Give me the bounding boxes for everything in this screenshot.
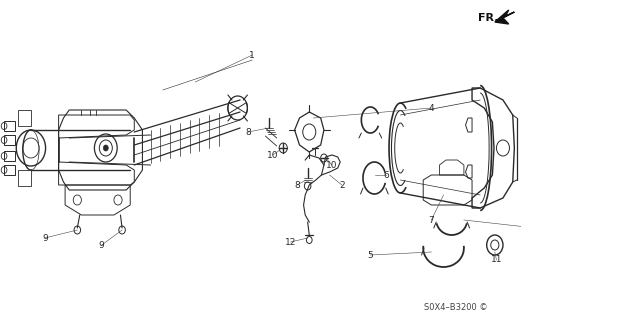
- Text: 12: 12: [285, 237, 296, 246]
- Text: 10: 10: [267, 150, 278, 159]
- Text: 8: 8: [294, 180, 300, 189]
- Text: FR.: FR.: [477, 13, 499, 23]
- Text: 9: 9: [42, 234, 47, 243]
- Text: 2: 2: [339, 180, 344, 189]
- Text: 7: 7: [428, 215, 434, 225]
- Text: 6: 6: [383, 171, 388, 180]
- Text: 11: 11: [491, 255, 502, 265]
- Text: 9: 9: [99, 241, 104, 250]
- Polygon shape: [495, 10, 515, 24]
- Circle shape: [104, 145, 108, 151]
- Text: 8: 8: [245, 127, 251, 137]
- Text: S0X4–B3200 ©: S0X4–B3200 ©: [424, 303, 488, 313]
- Text: 1: 1: [250, 51, 255, 60]
- Text: 10: 10: [326, 161, 338, 170]
- Text: 5: 5: [367, 251, 373, 260]
- Text: 4: 4: [429, 103, 434, 113]
